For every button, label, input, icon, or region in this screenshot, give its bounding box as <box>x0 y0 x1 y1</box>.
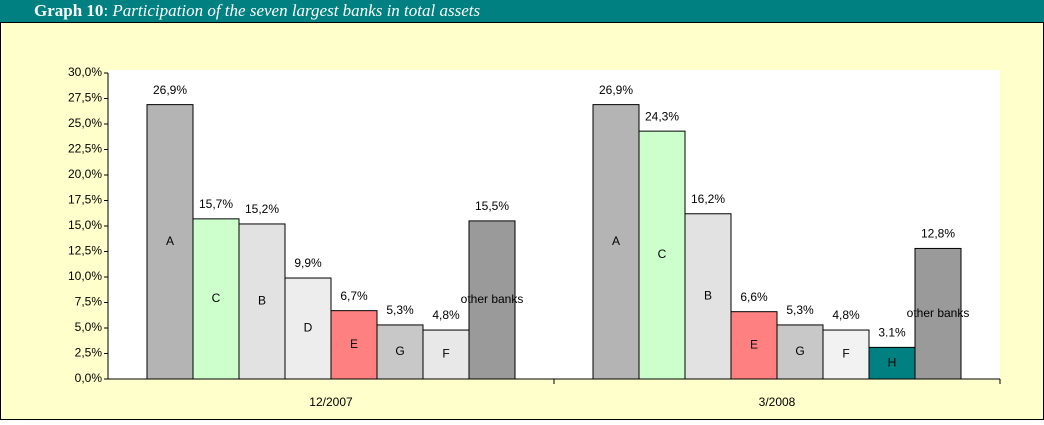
bar-label: A <box>166 234 174 248</box>
bar-label: B <box>258 294 266 308</box>
value-label: 6,6% <box>740 290 768 304</box>
y-tick-label: 15,0% <box>68 218 102 232</box>
y-tick-label: 2,5% <box>75 346 103 360</box>
bar <box>238 223 286 380</box>
x-tick-label: 3/2008 <box>759 395 796 409</box>
x-tick-label: 12/2007 <box>309 395 353 409</box>
y-tick-label: 5,0% <box>75 320 103 334</box>
y-tick-label: 30,0% <box>68 65 102 79</box>
bar <box>868 346 916 380</box>
bar <box>592 104 640 380</box>
bar-label: A <box>612 234 620 248</box>
value-label: 24,3% <box>645 109 679 123</box>
bar <box>192 218 240 380</box>
bar-label: E <box>750 338 758 352</box>
value-label: 4,8% <box>432 308 460 322</box>
bar <box>284 277 332 380</box>
y-tick-label: 0,0% <box>75 371 103 385</box>
y-tick-label: 20,0% <box>68 167 102 181</box>
y-tick-label: 12,5% <box>68 244 102 258</box>
bar-label: F <box>442 347 449 361</box>
bar <box>146 104 194 380</box>
value-label: 5,3% <box>786 303 814 317</box>
y-tick-label: 22,5% <box>68 142 102 156</box>
value-label: 12,8% <box>921 227 955 241</box>
bar-label: other banks <box>907 306 970 320</box>
y-tick-label: 17,5% <box>68 193 102 207</box>
y-tick-label: 25,0% <box>68 116 102 130</box>
bar <box>822 329 870 380</box>
bar <box>776 324 824 380</box>
chart-title: Graph 10: Participation of the seven lar… <box>34 1 480 20</box>
y-tick-label: 27,5% <box>68 91 102 105</box>
bar-label: D <box>304 321 313 335</box>
value-label: 15,7% <box>199 197 233 211</box>
bar-label: other banks <box>461 292 524 306</box>
title-bar <box>0 0 1044 22</box>
value-label: 26,9% <box>153 83 187 97</box>
title-text: Participation of the seven largest banks… <box>111 1 480 20</box>
title-separator: : <box>103 1 112 20</box>
value-label: 6,7% <box>340 289 368 303</box>
bar-label: F <box>842 347 849 361</box>
value-label: 15,2% <box>245 202 279 216</box>
value-label: 15,5% <box>475 199 509 213</box>
bar <box>468 220 516 380</box>
bar-label: C <box>658 247 667 261</box>
value-label: 16,2% <box>691 192 725 206</box>
value-label: 3.1% <box>878 326 906 340</box>
bar <box>376 324 424 380</box>
y-tick-label: 10,0% <box>68 269 102 283</box>
value-label: 26,9% <box>599 83 633 97</box>
bar <box>914 247 962 380</box>
bar-label: B <box>704 289 712 303</box>
value-label: 5,3% <box>386 303 414 317</box>
bar-label: G <box>395 344 404 358</box>
title-number: Graph 10 <box>34 1 103 20</box>
bar-label: C <box>212 291 221 305</box>
value-label: 4,8% <box>832 308 860 322</box>
value-label: 9,9% <box>294 256 322 270</box>
bar <box>422 329 470 380</box>
bar-label: G <box>795 344 804 358</box>
y-tick-label: 7,5% <box>75 295 103 309</box>
bar-label: H <box>888 355 897 369</box>
bar-label: E <box>350 337 358 351</box>
